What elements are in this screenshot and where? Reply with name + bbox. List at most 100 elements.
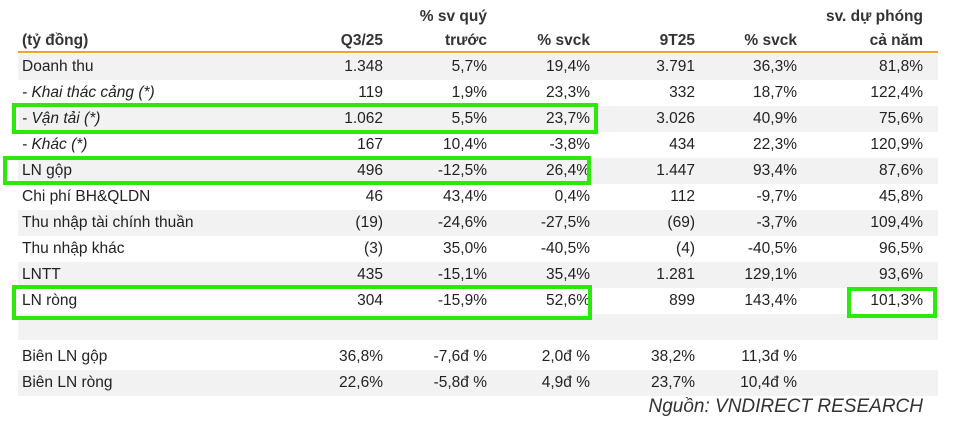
cell-value: 93,4%: [753, 162, 797, 179]
cell-value: 101,3%: [870, 292, 923, 309]
table-row: Biên LN gộp 36,8% -7,6đ % 2,0đ % 38,2% 11,3đ …: [18, 344, 938, 370]
header-divider: [18, 51, 938, 53]
table-row: LNTT 435 -15,1% 35,4% 1.281 129,1% 93,6%: [18, 262, 938, 288]
cell-value: 1.348: [344, 58, 383, 75]
cell-value: 5,5%: [451, 110, 487, 127]
cell-value: 167: [357, 136, 383, 153]
row-label: Biên LN gộp: [22, 348, 108, 365]
cell-value: 26,4%: [546, 162, 590, 179]
cell-value: 81,8%: [879, 58, 923, 75]
cell-value: 1.281: [656, 266, 695, 283]
cell-value: -40,5%: [747, 240, 797, 257]
cell-value: -24,6%: [437, 214, 487, 231]
col-forecast-line1: sv. dự phóng: [825, 8, 923, 25]
row-label: Thu nhập tài chính thuần: [22, 214, 194, 231]
row-label: LNTT: [22, 266, 61, 283]
cell-value: 435: [357, 266, 383, 283]
cell-value: 3.791: [656, 58, 695, 75]
cell-value: 332: [669, 84, 695, 101]
cell-value: -7,6đ %: [433, 348, 487, 365]
cell-value: 45,8%: [879, 188, 923, 205]
row-label: LN gộp: [22, 162, 72, 179]
cell-value: 43,4%: [443, 188, 487, 205]
table-row: Thu nhập khác (3) 35,0% -40,5% (4) -40,5% 96,5…: [18, 236, 938, 262]
row-label: Chi phí BH&QLDN: [22, 188, 151, 205]
cell-value: 10,4đ %: [740, 374, 797, 391]
table-row: Doanh thu 1.348 5,7% 19,4% 3.791 36,3% 81,8%: [18, 54, 938, 80]
cell-value: 143,4%: [744, 292, 797, 309]
cell-value: -3,7%: [756, 214, 798, 231]
row-label: - Khai thác cảng (*): [22, 84, 155, 101]
highlight-forecast-ln-rong: [847, 287, 937, 318]
cell-value: 1.062: [344, 110, 383, 127]
cell-value: 19,4%: [546, 58, 590, 75]
cell-value: 23,7%: [546, 110, 590, 127]
table-row: - Vận tải (*) 1.062 5,5% 23,7% 3.026 40,9% 75,…: [18, 106, 938, 132]
row-label: - Vận tải (*): [22, 110, 101, 127]
table-row: Thu nhập tài chính thuần (19) -24,6% -27,5%…: [18, 210, 938, 236]
row-label: Doanh thu: [22, 58, 94, 75]
cell-value: (19): [355, 214, 383, 231]
table-row: LN gộp 496 -12,5% 26,4% 1.447 93,4% 87,6%: [18, 158, 938, 184]
cell-value: 22,3%: [753, 136, 797, 153]
row-label: - Khác (*): [22, 136, 88, 153]
cell-value: 52,6%: [546, 292, 590, 309]
cell-value: 1.447: [656, 162, 695, 179]
cell-value: 36,3%: [753, 58, 797, 75]
col-yoy: % svck: [537, 32, 590, 49]
cell-value: 10,4%: [443, 136, 487, 153]
cell-value: 5,7%: [451, 58, 487, 75]
col-qoq-line1: % sv quý: [419, 8, 487, 25]
col-forecast-line2: cả năm: [869, 32, 923, 49]
col-qoq-line2: trước: [444, 32, 487, 49]
cell-value: -9,7%: [756, 188, 798, 205]
row-label: Biên LN ròng: [22, 374, 113, 391]
cell-value: 304: [357, 292, 383, 309]
cell-value: -15,1%: [437, 266, 487, 283]
table-row: Chi phí BH&QLDN 46 43,4% 0,4% 112 -9,7% 45,8%: [18, 184, 938, 210]
cell-value: 87,6%: [879, 162, 923, 179]
col-9t25: 9T25: [659, 32, 695, 49]
cell-value: 38,2%: [651, 348, 695, 365]
unit-label: (tỷ đồng): [22, 32, 89, 49]
cell-value: 11,3đ %: [741, 348, 797, 365]
cell-value: (69): [667, 214, 695, 231]
cell-value: -15,9%: [437, 292, 487, 309]
cell-value: 4,9đ %: [541, 374, 590, 391]
cell-value: (3): [364, 240, 383, 257]
cell-value: 122,4%: [870, 84, 923, 101]
cell-value: 35,0%: [443, 240, 487, 257]
cell-value: 129,1%: [744, 266, 797, 283]
cell-value: 1,9%: [451, 84, 487, 101]
cell-value: 120,9%: [870, 136, 923, 153]
col-q325: Q3/25: [340, 32, 383, 49]
cell-value: 434: [669, 136, 695, 153]
cell-value: 2,0đ %: [541, 348, 590, 365]
cell-value: -12,5%: [437, 162, 487, 179]
row-label: LN ròng: [22, 292, 78, 309]
cell-value: 496: [357, 162, 383, 179]
cell-value: 35,4%: [546, 266, 590, 283]
table-row: - Khác (*) 167 10,4% -3,8% 434 22,3% 120,9%: [18, 132, 938, 158]
cell-value: 96,5%: [879, 240, 923, 257]
cell-value: 0,4%: [554, 188, 590, 205]
cell-value: 36,8%: [339, 348, 383, 365]
cell-value: 93,6%: [879, 266, 923, 283]
row-label: Thu nhập khác: [22, 240, 125, 257]
highlight-ln-gop: [3, 156, 591, 185]
cell-value: 22,6%: [339, 374, 383, 391]
cell-value: 109,4%: [870, 214, 923, 231]
cell-value: 119: [358, 84, 383, 101]
cell-value: -5,8đ %: [433, 374, 487, 391]
cell-value: 23,7%: [651, 374, 695, 391]
highlight-van-tai: [12, 103, 598, 134]
cell-value: (4): [676, 240, 695, 257]
cell-value: 899: [669, 292, 695, 309]
table-row: LN ròng 304 -15,9% 52,6% 899 143,4% 101,3%: [18, 288, 938, 314]
source-note: Nguồn: VNDIRECT RESEARCH: [648, 396, 923, 417]
cell-value: 18,7%: [753, 84, 797, 101]
cell-value: -3,8%: [549, 136, 591, 153]
cell-value: -27,5%: [540, 214, 590, 231]
cell-value: 75,6%: [879, 110, 923, 127]
cell-value: 23,3%: [546, 84, 590, 101]
